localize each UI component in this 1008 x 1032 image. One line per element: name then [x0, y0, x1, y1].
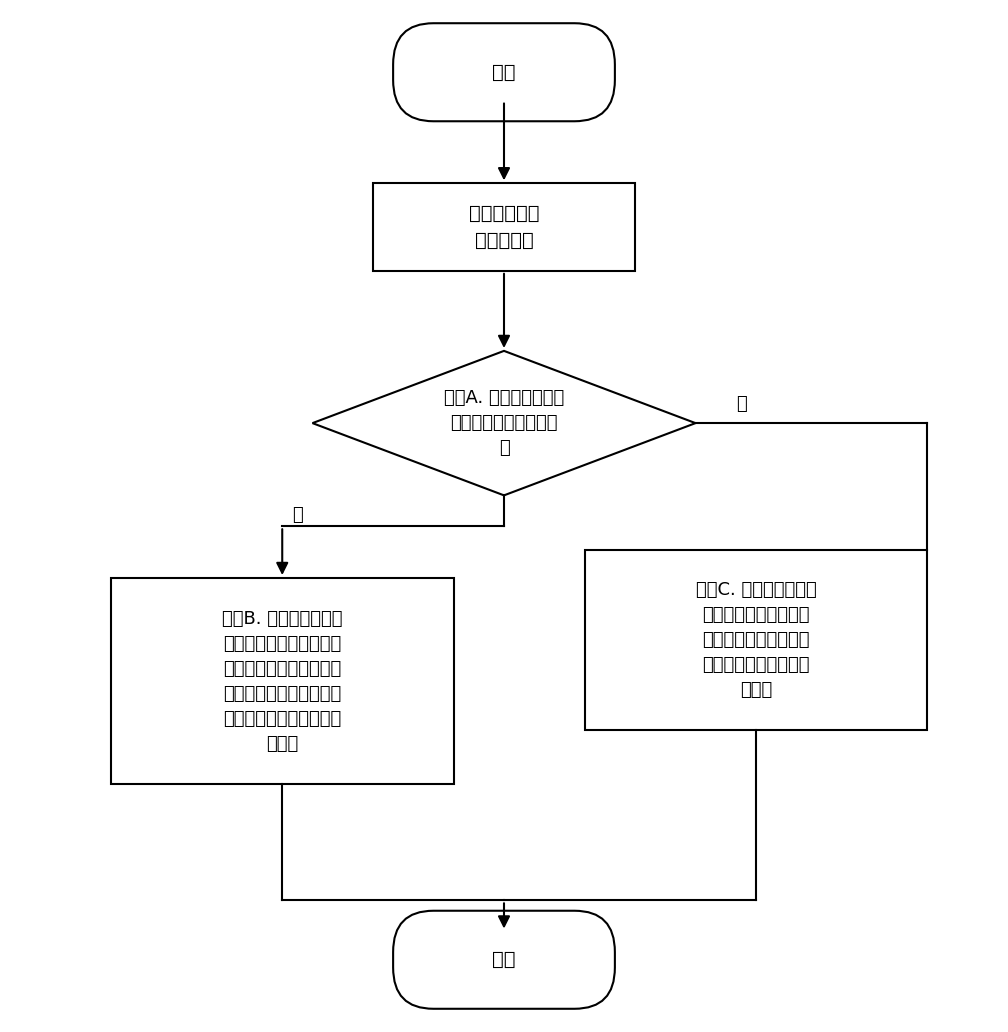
Text: 开始: 开始 [492, 63, 516, 82]
Text: 否: 否 [736, 395, 747, 413]
FancyBboxPatch shape [393, 23, 615, 122]
FancyBboxPatch shape [393, 910, 615, 1009]
FancyBboxPatch shape [373, 184, 635, 270]
Text: 步骤A. 判断主摄像头拍
摄的场景是否为纯色场
景: 步骤A. 判断主摄像头拍 摄的场景是否为纯色场 景 [444, 389, 564, 457]
Text: 结束: 结束 [492, 950, 516, 969]
Text: 是: 是 [292, 506, 303, 523]
Text: 打开主摄像头
获取主画面: 打开主摄像头 获取主画面 [469, 204, 539, 250]
FancyBboxPatch shape [111, 578, 454, 784]
Text: 步骤C. 根据主摄像头获
取的主画面得出白平衡
调节的增益值并以此增
益值对主画面进行白平
衡调节: 步骤C. 根据主摄像头获 取的主画面得出白平衡 调节的增益值并以此增 益值对主画… [696, 581, 816, 699]
Text: 步骤B. 通过副摄像头获
取副画面，根据该副画面
得出白平衡调节的增益值
并以此增益值对主摄像头
所获取的主画面进行白平
衡调节: 步骤B. 通过副摄像头获 取副画面，根据该副画面 得出白平衡调节的增益值 并以此… [222, 610, 343, 752]
Polygon shape [312, 351, 696, 495]
FancyBboxPatch shape [585, 549, 927, 731]
